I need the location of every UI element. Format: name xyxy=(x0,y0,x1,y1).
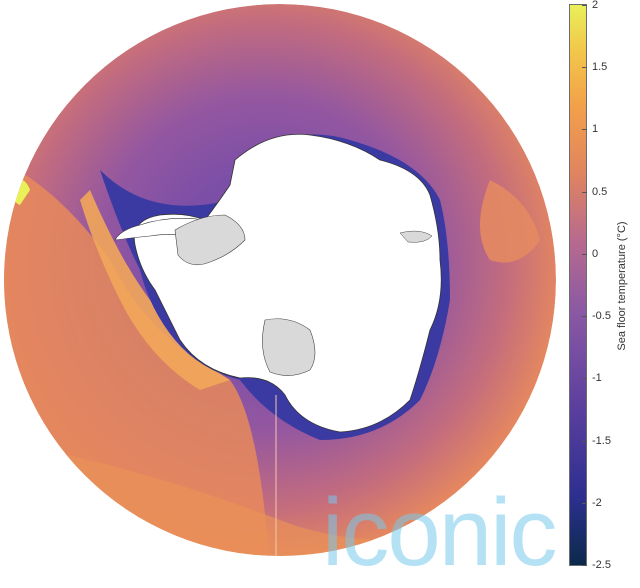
colorbar-tick-mark xyxy=(582,191,587,193)
colorbar-tick-label: -2 xyxy=(592,496,602,509)
colorbar-tick-mark xyxy=(582,440,587,442)
colorbar-tick-mark xyxy=(582,565,587,566)
colorbar-tick-mark xyxy=(582,5,587,6)
colorbar-tick-mark xyxy=(582,378,587,380)
colorbar-tick-label: 0.5 xyxy=(592,185,608,198)
colorbar-tick-mark xyxy=(582,129,587,131)
colorbar-tick-label: 2 xyxy=(592,0,599,11)
colorbar-tick-mark xyxy=(582,253,587,255)
colorbar-tick-label: 1 xyxy=(592,123,599,136)
ross-ice-shelf xyxy=(262,318,316,376)
colorbar-tick-label: 0 xyxy=(592,247,599,260)
amery-ice-shelf xyxy=(399,230,433,243)
warm-patch-east xyxy=(480,180,540,263)
sea-floor-temperature-map xyxy=(4,4,556,556)
colorbar-tick-label: -1 xyxy=(592,372,602,385)
warm-shelf-peninsula xyxy=(80,190,230,390)
ronne-filchner-ice-shelf xyxy=(174,214,246,266)
watermark: iconic xyxy=(322,479,557,586)
colorbar-label: Sea floor temperature (°C) xyxy=(616,221,628,351)
colorbar-tick-mark xyxy=(582,67,587,69)
colorbar-tick-label: 1.5 xyxy=(592,61,608,74)
colorbar-tick-mark xyxy=(582,502,587,504)
colorbar-tick-mark xyxy=(582,316,587,318)
colorbar-tick-label: -1.5 xyxy=(592,434,611,447)
colorbar xyxy=(569,4,587,566)
colorbar-tick-label: -0.5 xyxy=(592,310,611,323)
colorbar-tick-label: -2.5 xyxy=(592,559,611,571)
